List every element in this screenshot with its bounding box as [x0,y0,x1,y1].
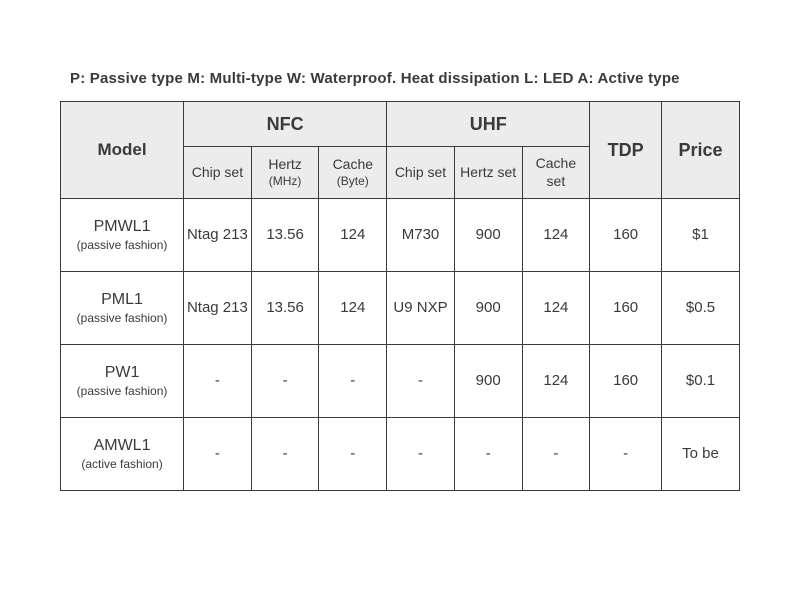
col-header-nfc-chip-label: Chip set [192,164,243,180]
model-subtype: (passive fashion) [61,384,183,400]
col-header-tdp: TDP [590,102,662,199]
col-header-nfc-hertz-unit: (MHz) [254,174,317,189]
cell-uhf-chip: U9 NXP [387,272,455,345]
col-header-model: Model [61,102,184,199]
cell-uhf-cache: - [522,418,590,491]
col-header-nfc-cache: Cache (Byte) [319,147,387,199]
table-row: AMWL1 (active fashion) - - - - - - - To … [61,418,740,491]
col-header-uhf-cache-label: Cache set [536,155,576,189]
cell-nfc-cache: 124 [319,199,387,272]
cell-model: PML1 (passive fashion) [61,272,184,345]
model-name: AMWL1 [61,436,183,457]
legend-text: P: Passive type M: Multi-type W: Waterpr… [70,70,740,87]
col-header-nfc-hertz: Hertz (MHz) [251,147,319,199]
cell-tdp: 160 [590,272,662,345]
table-head: Model NFC UHF TDP Price Chip set Hertz (… [61,102,740,199]
cell-uhf-chip: - [387,345,455,418]
table-head-row-groups: Model NFC UHF TDP Price [61,102,740,147]
cell-price: To be [662,418,740,491]
col-header-price: Price [662,102,740,199]
table-row: PMWL1 (passive fashion) Ntag 213 13.56 1… [61,199,740,272]
cell-uhf-chip: M730 [387,199,455,272]
model-subtype: (active fashion) [61,457,183,473]
cell-price: $1 [662,199,740,272]
cell-uhf-cache: 124 [522,199,590,272]
cell-tdp: 160 [590,345,662,418]
table-row: PML1 (passive fashion) Ntag 213 13.56 12… [61,272,740,345]
col-header-uhf-chip-label: Chip set [395,164,446,180]
cell-nfc-chip: - [184,345,252,418]
cell-price: $0.1 [662,345,740,418]
cell-uhf-hertz: 900 [454,345,522,418]
cell-nfc-cache: - [319,418,387,491]
cell-nfc-cache: - [319,345,387,418]
cell-tdp: - [590,418,662,491]
cell-nfc-hertz: 13.56 [251,272,319,345]
cell-model: PMWL1 (passive fashion) [61,199,184,272]
cell-uhf-hertz: - [454,418,522,491]
model-subtype: (passive fashion) [61,238,183,254]
cell-nfc-hertz: 13.56 [251,199,319,272]
page: P: Passive type M: Multi-type W: Waterpr… [0,0,800,600]
model-subtype: (passive fashion) [61,311,183,327]
spec-table: Model NFC UHF TDP Price Chip set Hertz (… [60,101,740,491]
col-header-uhf-hertz: Hertz set [454,147,522,199]
cell-nfc-chip: Ntag 213 [184,199,252,272]
cell-uhf-chip: - [387,418,455,491]
table-body: PMWL1 (passive fashion) Ntag 213 13.56 1… [61,199,740,491]
cell-tdp: 160 [590,199,662,272]
cell-price: $0.5 [662,272,740,345]
cell-uhf-cache: 124 [522,345,590,418]
col-header-uhf-hertz-label: Hertz set [460,164,516,180]
cell-uhf-cache: 124 [522,272,590,345]
table-row: PW1 (passive fashion) - - - - 900 124 16… [61,345,740,418]
cell-nfc-hertz: - [251,345,319,418]
cell-uhf-hertz: 900 [454,272,522,345]
cell-model: PW1 (passive fashion) [61,345,184,418]
col-header-nfc-cache-label: Cache [333,156,373,172]
col-header-nfc-cache-unit: (Byte) [321,174,384,189]
col-header-uhf: UHF [387,102,590,147]
col-header-uhf-chip: Chip set [387,147,455,199]
cell-nfc-cache: 124 [319,272,387,345]
model-name: PW1 [61,363,183,384]
col-header-nfc: NFC [184,102,387,147]
col-header-nfc-chip: Chip set [184,147,252,199]
col-header-uhf-cache: Cache set [522,147,590,199]
cell-uhf-hertz: 900 [454,199,522,272]
cell-nfc-chip: - [184,418,252,491]
cell-model: AMWL1 (active fashion) [61,418,184,491]
col-header-nfc-hertz-label: Hertz [268,156,301,172]
cell-nfc-chip: Ntag 213 [184,272,252,345]
model-name: PML1 [61,290,183,311]
cell-nfc-hertz: - [251,418,319,491]
model-name: PMWL1 [61,217,183,238]
